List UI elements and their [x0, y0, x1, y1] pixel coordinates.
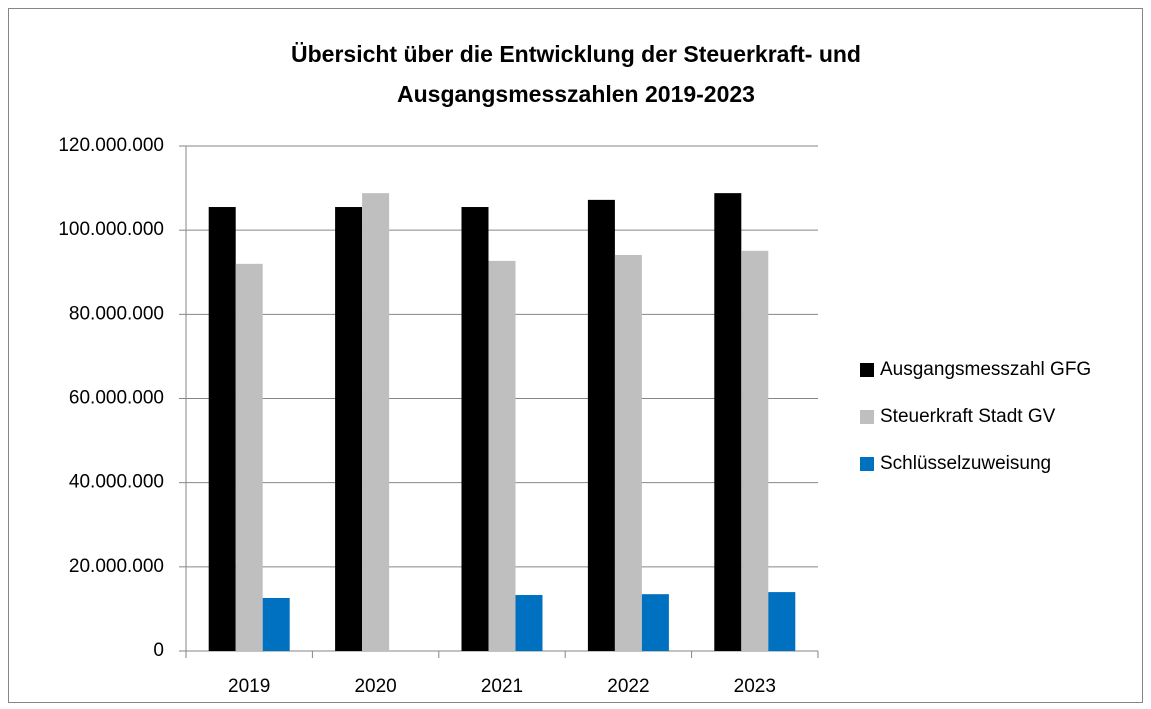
bar	[741, 250, 769, 651]
y-tick-label: 20.000.000	[69, 556, 164, 577]
x-tick-label: 2023	[734, 676, 776, 697]
bar	[714, 193, 742, 651]
x-tick-label: 2022	[607, 676, 649, 697]
chart-border	[8, 8, 1143, 703]
x-tick-label: 2021	[481, 676, 523, 697]
y-tick-label: 0	[153, 640, 164, 661]
bar	[208, 207, 236, 652]
bar	[641, 594, 669, 651]
x-tick-label: 2019	[228, 676, 270, 697]
legend-label: Steuerkraft Stadt GV	[880, 406, 1056, 427]
legend-label: Schlüsselzuweisung	[880, 453, 1051, 474]
x-tick-label: 2020	[354, 676, 396, 697]
y-tick-label: 100.000.000	[58, 219, 164, 240]
bar	[768, 592, 796, 651]
legend-swatch	[860, 457, 874, 471]
legend-swatch	[860, 363, 874, 377]
bar	[362, 193, 390, 651]
y-tick-label: 120.000.000	[58, 135, 164, 156]
chart-title: Übersicht über die Entwicklung der Steue…	[291, 41, 861, 67]
bar	[461, 207, 489, 652]
chart-title: Ausgangsmesszahlen 2019-2023	[397, 81, 755, 107]
bar	[614, 254, 642, 651]
bar	[335, 207, 363, 652]
bar	[262, 597, 290, 651]
bar	[488, 260, 516, 651]
bar	[515, 595, 543, 651]
bar	[235, 263, 263, 651]
y-tick-label: 40.000.000	[69, 472, 164, 493]
legend-swatch	[860, 410, 874, 424]
bar	[587, 199, 615, 651]
legend-label: Ausgangsmesszahl GFG	[880, 359, 1091, 380]
y-tick-label: 60.000.000	[69, 388, 164, 409]
y-tick-label: 80.000.000	[69, 303, 164, 324]
